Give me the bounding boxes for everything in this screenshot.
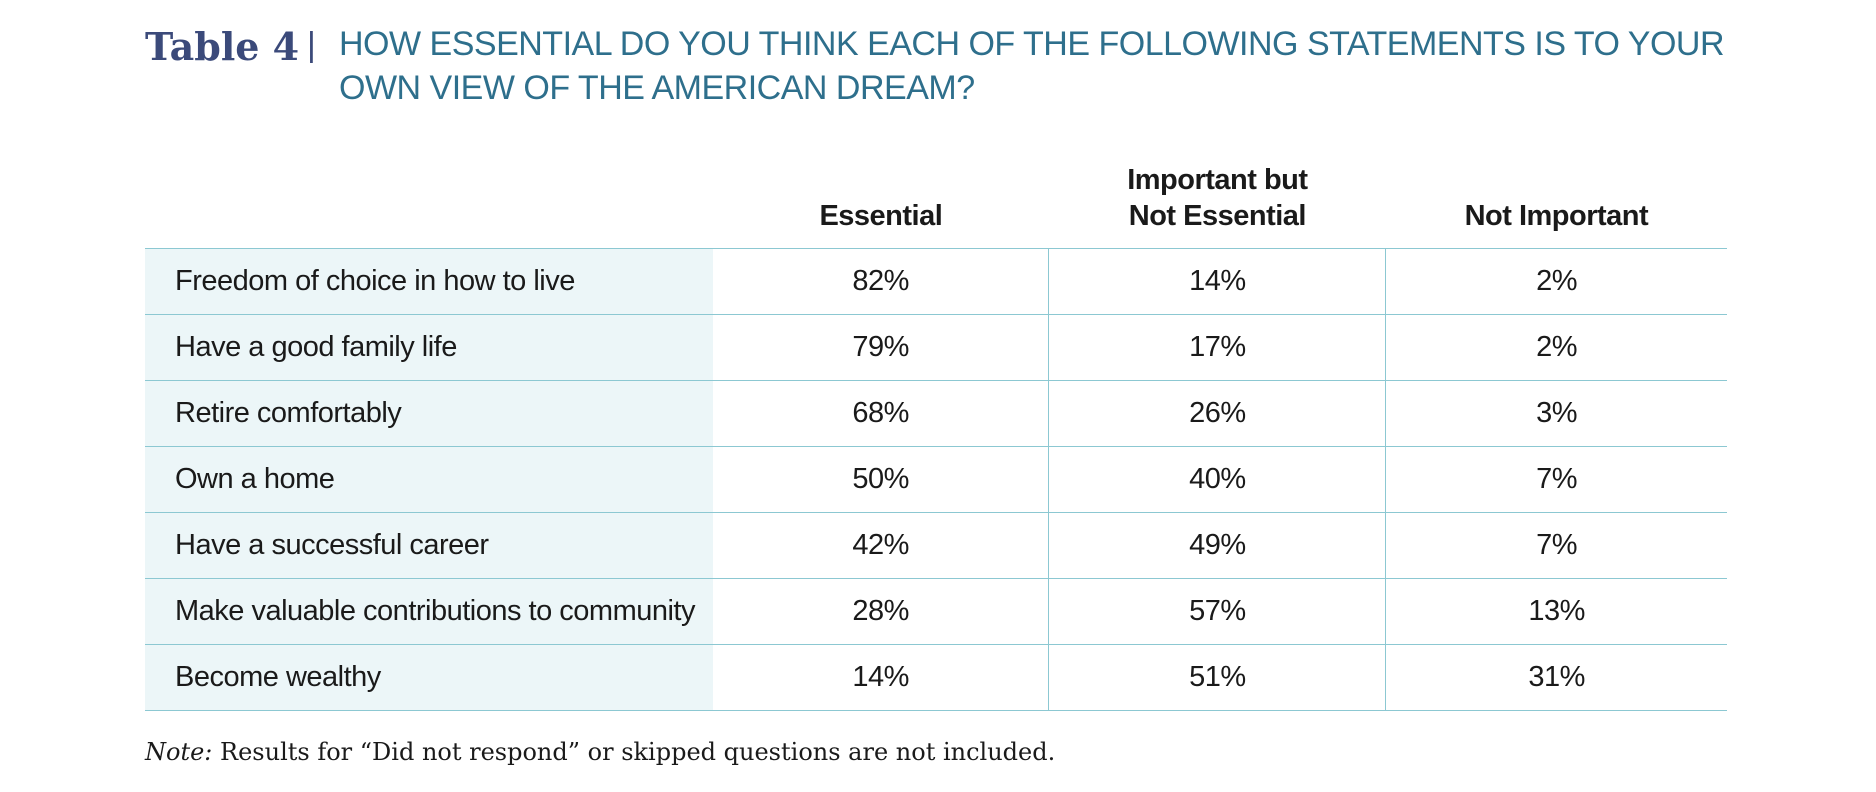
cell-important: 26% <box>1048 380 1387 447</box>
table-row: Become wealthy 14% 51% 31% <box>145 644 1727 711</box>
row-label: Become wealthy <box>145 644 713 711</box>
cell-essential: 82% <box>712 248 1050 315</box>
row-label: Have a good family life <box>145 314 713 381</box>
cell-not-important: 2% <box>1385 314 1727 381</box>
footnote-prefix: Note: <box>145 738 213 766</box>
cell-not-important: 7% <box>1385 512 1727 579</box>
row-label: Make valuable contributions to community <box>145 578 713 645</box>
header-important-line-1: Important but <box>1127 164 1308 196</box>
footnote-text: Results for “Did not respond” or skipped… <box>212 738 1056 766</box>
cell-essential: 14% <box>712 644 1050 711</box>
survey-results-table: Essential Important but Not Essential No… <box>145 150 1727 711</box>
table-row: Make valuable contributions to community… <box>145 578 1727 645</box>
header-essential: Essential <box>819 200 943 232</box>
cell-important: 17% <box>1048 314 1387 381</box>
cell-essential: 50% <box>712 446 1050 513</box>
table-header: Essential Important but Not Essential No… <box>145 150 1727 249</box>
header-important-not-essential: Important but Not Essential <box>1049 150 1386 249</box>
title-divider: | <box>307 26 316 64</box>
row-label: Retire comfortably <box>145 380 713 447</box>
cell-essential: 68% <box>712 380 1050 447</box>
table-number-label: Table 4 <box>145 24 300 69</box>
cell-essential: 79% <box>712 314 1050 381</box>
cell-essential: 42% <box>712 512 1050 579</box>
cell-not-important: 7% <box>1385 446 1727 513</box>
cell-important: 40% <box>1048 446 1387 513</box>
cell-not-important: 13% <box>1385 578 1727 645</box>
header-row: Essential Important but Not Essential No… <box>145 150 1727 249</box>
cell-not-important: 2% <box>1385 248 1727 315</box>
table-row: Have a good family life 79% 17% 2% <box>145 314 1727 381</box>
cell-important: 57% <box>1048 578 1387 645</box>
header-statement-column <box>145 150 713 249</box>
cell-not-important: 3% <box>1385 380 1727 447</box>
table-row: Have a successful career 42% 49% 7% <box>145 512 1727 579</box>
row-label: Freedom of choice in how to live <box>145 248 713 315</box>
table-body: Freedom of choice in how to live 82% 14%… <box>145 248 1727 711</box>
table-title: HOW ESSENTIAL DO YOU THINK EACH OF THE F… <box>339 22 1725 110</box>
table-row: Freedom of choice in how to live 82% 14%… <box>145 248 1727 315</box>
cell-important: 49% <box>1048 512 1387 579</box>
cell-not-important: 31% <box>1385 644 1727 711</box>
row-label: Have a successful career <box>145 512 713 579</box>
row-label: Own a home <box>145 446 713 513</box>
cell-essential: 28% <box>712 578 1050 645</box>
table-title-line-2: OWN VIEW OF THE AMERICAN DREAM? <box>339 69 975 107</box>
cell-important: 51% <box>1048 644 1387 711</box>
table-footnote: Note: Results for “Did not respond” or s… <box>145 738 1055 766</box>
header-important-line-2: Not Essential <box>1128 200 1307 232</box>
table-row: Retire comfortably 68% 26% 3% <box>145 380 1727 447</box>
cell-important: 14% <box>1048 248 1387 315</box>
table-title-line-1: HOW ESSENTIAL DO YOU THINK EACH OF THE F… <box>339 25 1725 63</box>
header-not-important: Not Important <box>1464 200 1649 232</box>
table-row: Own a home 50% 40% 7% <box>145 446 1727 513</box>
